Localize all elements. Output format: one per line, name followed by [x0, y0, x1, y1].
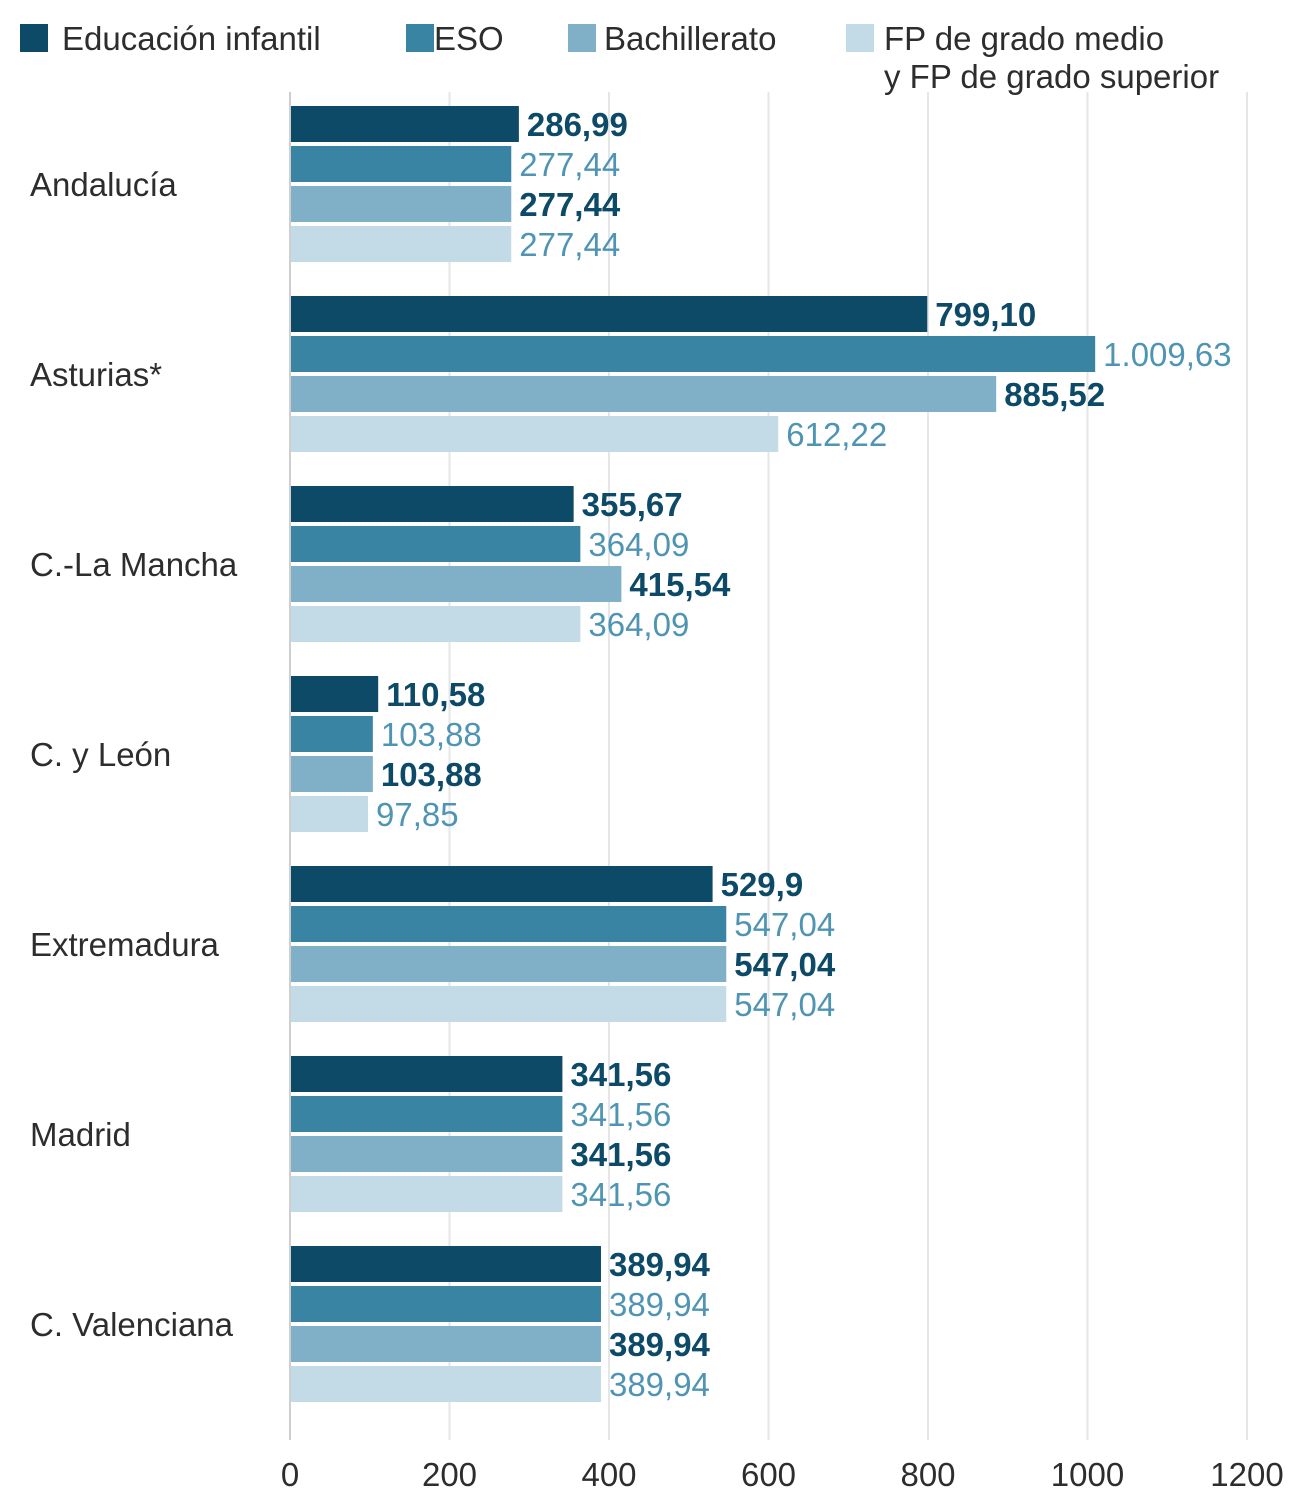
- bar-extremadura-fp-de-grado-medio-y-fp-de-grado-superior: [290, 986, 727, 1022]
- data-label-c-y-leon-eso: 103,88: [381, 716, 482, 753]
- bar-c-la-mancha-bachillerato: [290, 566, 622, 602]
- data-label-c-y-leon-educacion-infantil: 110,58: [386, 676, 485, 713]
- bar-asturias-eso: [290, 336, 1096, 372]
- bar-c-valenciana-bachillerato: [290, 1326, 601, 1362]
- data-label-andalucia-educacion-infantil: 286,99: [527, 106, 628, 143]
- data-label-madrid-fp-de-grado-medio-y-fp-de-grado-superior: 341,56: [570, 1176, 671, 1213]
- bar-c-la-mancha-fp-de-grado-medio-y-fp-de-grado-superior: [290, 606, 581, 642]
- bar-madrid-bachillerato: [290, 1136, 563, 1172]
- legend-swatch-eso: [406, 24, 434, 52]
- x-tick-label-0: 0: [281, 1456, 299, 1493]
- bar-madrid-eso: [290, 1096, 563, 1132]
- data-label-madrid-bachillerato: 341,56: [570, 1136, 671, 1173]
- x-tick-label-1000: 1000: [1051, 1456, 1124, 1493]
- data-label-asturias-educacion-infantil: 799,10: [935, 296, 1036, 333]
- bar-extremadura-educacion-infantil: [290, 866, 713, 902]
- category-label-c-la-mancha: C.-La Mancha: [30, 546, 238, 583]
- category-label-c-y-leon: C. y León: [30, 736, 171, 773]
- data-label-asturias-bachillerato: 885,52: [1004, 376, 1105, 413]
- bar-c-y-leon-fp-de-grado-medio-y-fp-de-grado-superior: [290, 796, 369, 832]
- bar-asturias-bachillerato: [290, 376, 997, 412]
- data-label-c-valenciana-eso: 389,94: [609, 1286, 710, 1323]
- data-label-madrid-educacion-infantil: 341,56: [570, 1056, 671, 1093]
- bar-madrid-fp-de-grado-medio-y-fp-de-grado-superior: [290, 1176, 563, 1212]
- category-label-extremadura: Extremadura: [30, 926, 220, 963]
- bar-c-y-leon-eso: [290, 716, 373, 752]
- bar-asturias-fp-de-grado-medio-y-fp-de-grado-superior: [290, 416, 779, 452]
- data-label-c-la-mancha-eso: 364,09: [588, 526, 689, 563]
- data-label-extremadura-eso: 547,04: [734, 906, 835, 943]
- data-label-andalucia-bachillerato: 277,44: [519, 186, 621, 223]
- data-label-c-y-leon-fp-de-grado-medio-y-fp-de-grado-superior: 97,85: [376, 796, 459, 833]
- legend-swatch-fp-de-grado-medio-y-fp-de-grado-superior: [846, 24, 874, 52]
- legend-label-educacion-infantil: Educación infantil: [62, 20, 321, 57]
- legend-label-eso: ESO: [434, 20, 504, 57]
- bar-c-valenciana-fp-de-grado-medio-y-fp-de-grado-superior: [290, 1366, 601, 1402]
- data-label-c-valenciana-fp-de-grado-medio-y-fp-de-grado-superior: 389,94: [609, 1366, 710, 1403]
- category-label-asturias: Asturias*: [30, 356, 162, 393]
- bar-c-valenciana-eso: [290, 1286, 601, 1322]
- bar-c-la-mancha-eso: [290, 526, 581, 562]
- legend: Educación infantil ESO Bachillerato FP de g…: [20, 20, 1219, 95]
- bar-c-y-leon-bachillerato: [290, 756, 373, 792]
- bar-c-la-mancha-educacion-infantil: [290, 486, 574, 522]
- legend-swatch-bachillerato: [568, 24, 596, 52]
- bar-extremadura-bachillerato: [290, 946, 727, 982]
- data-label-c-la-mancha-bachillerato: 415,54: [629, 566, 731, 603]
- data-label-c-y-leon-bachillerato: 103,88: [381, 756, 482, 793]
- bar-c-y-leon-educacion-infantil: [290, 676, 379, 712]
- legend-label-bachillerato: Bachillerato: [604, 20, 776, 57]
- axis: 0 200 400 600 800 1000 1200: [281, 92, 1284, 1493]
- data-label-extremadura-bachillerato: 547,04: [734, 946, 836, 983]
- x-tick-label-1200: 1200: [1210, 1456, 1283, 1493]
- data-label-extremadura-fp-de-grado-medio-y-fp-de-grado-superior: 547,04: [734, 986, 835, 1023]
- gridlines: [448, 92, 1248, 1440]
- legend-swatch-educacion-infantil: [20, 24, 48, 52]
- bar-andalucia-bachillerato: [290, 186, 512, 222]
- bars: [290, 106, 1096, 1402]
- x-tick-label-800: 800: [900, 1456, 955, 1493]
- data-label-asturias-eso: 1.009,63: [1103, 336, 1231, 373]
- category-label-c-valenciana: C. Valenciana: [30, 1306, 234, 1343]
- bar-extremadura-eso: [290, 906, 727, 942]
- data-label-c-valenciana-bachillerato: 389,94: [609, 1326, 711, 1363]
- data-label-c-valenciana-educacion-infantil: 389,94: [609, 1246, 711, 1283]
- category-label-andalucia: Andalucía: [30, 166, 177, 203]
- data-label-andalucia-fp-de-grado-medio-y-fp-de-grado-superior: 277,44: [519, 226, 620, 263]
- category-label-madrid: Madrid: [30, 1116, 131, 1153]
- bar-andalucia-educacion-infantil: [290, 106, 519, 142]
- data-label-c-la-mancha-educacion-infantil: 355,67: [582, 486, 683, 523]
- bar-andalucia-eso: [290, 146, 512, 182]
- data-label-c-la-mancha-fp-de-grado-medio-y-fp-de-grado-superior: 364,09: [588, 606, 689, 643]
- x-tick-label-200: 200: [422, 1456, 477, 1493]
- data-label-andalucia-eso: 277,44: [519, 146, 620, 183]
- bar-c-valenciana-educacion-infantil: [290, 1246, 601, 1282]
- x-tick-label-600: 600: [741, 1456, 796, 1493]
- bar-madrid-educacion-infantil: [290, 1056, 563, 1092]
- bar-andalucia-fp-de-grado-medio-y-fp-de-grado-superior: [290, 226, 512, 262]
- labels: 286,99277,44277,44277,44Andalucía799,101…: [30, 106, 1232, 1403]
- legend-label-fp-de-grado-medio-y-fp-de-grado-superior: FP de grado medio y FP de grado superior: [884, 20, 1219, 95]
- bar-asturias-educacion-infantil: [290, 296, 928, 332]
- data-label-extremadura-educacion-infantil: 529,9: [721, 866, 804, 903]
- data-label-asturias-fp-de-grado-medio-y-fp-de-grado-superior: 612,22: [786, 416, 887, 453]
- x-tick-label-400: 400: [581, 1456, 636, 1493]
- data-label-madrid-eso: 341,56: [570, 1096, 671, 1133]
